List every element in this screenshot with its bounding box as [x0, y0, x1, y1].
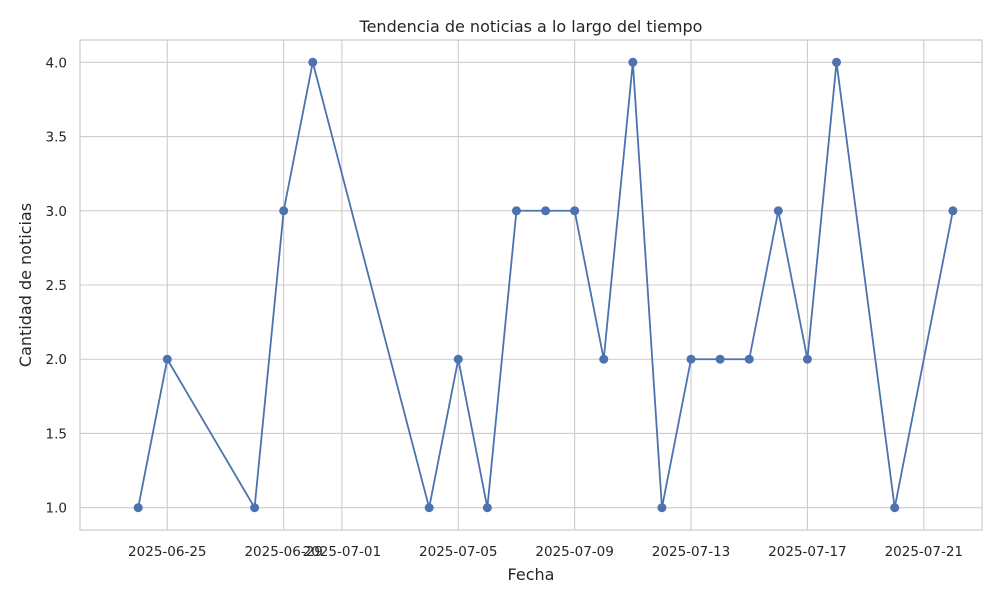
- data-point: [511, 206, 521, 216]
- y-tick-label: 1.5: [46, 426, 67, 442]
- x-axis-label: Fecha: [508, 565, 555, 584]
- data-point: [541, 206, 551, 216]
- data-point: [308, 57, 318, 67]
- data-point: [686, 354, 696, 364]
- x-tick-label: 2025-06-29: [244, 544, 322, 560]
- data-point: [133, 503, 143, 513]
- data-point: [715, 354, 725, 364]
- data-point: [657, 503, 667, 513]
- y-tick-label: 1.0: [46, 501, 67, 517]
- plot-frame: [79, 39, 983, 531]
- data-point: [802, 354, 812, 364]
- data-point: [424, 503, 434, 513]
- x-tick-label: 2025-07-21: [885, 544, 963, 560]
- x-tick-label: 2025-07-05: [419, 544, 497, 560]
- data-point: [628, 57, 638, 67]
- series-layer: [133, 57, 958, 513]
- x-tick-label: 2025-07-01: [303, 544, 381, 560]
- y-tick-label: 3.5: [46, 130, 67, 146]
- x-tick-label: 2025-07-17: [768, 544, 846, 560]
- data-point: [948, 206, 958, 216]
- data-point: [599, 354, 609, 364]
- data-point: [279, 206, 289, 216]
- y-tick-label: 3.0: [46, 204, 67, 220]
- y-tick-label: 2.5: [46, 278, 67, 294]
- data-point: [744, 354, 754, 364]
- series-line: [137, 61, 954, 509]
- y-tick-labels: 1.0 1.5 2.0 2.5 3.0 3.5 4.0: [46, 55, 67, 516]
- data-point: [250, 503, 260, 513]
- data-point: [832, 57, 842, 67]
- y-axis-label: Cantidad de noticias: [16, 203, 35, 367]
- y-tick-label: 2.0: [46, 352, 67, 368]
- data-point: [773, 206, 783, 216]
- x-tick-label: 2025-06-25: [128, 544, 206, 560]
- data-point: [162, 354, 172, 364]
- data-point: [453, 354, 463, 364]
- x-tick-label: 2025-07-09: [535, 544, 613, 560]
- data-point: [570, 206, 580, 216]
- y-tick-label: 4.0: [46, 55, 67, 71]
- data-point: [482, 503, 492, 513]
- data-point: [890, 503, 900, 513]
- x-tick-label: 2025-07-13: [652, 544, 730, 560]
- chart-title: Tendencia de noticias a lo largo del tie…: [359, 17, 703, 36]
